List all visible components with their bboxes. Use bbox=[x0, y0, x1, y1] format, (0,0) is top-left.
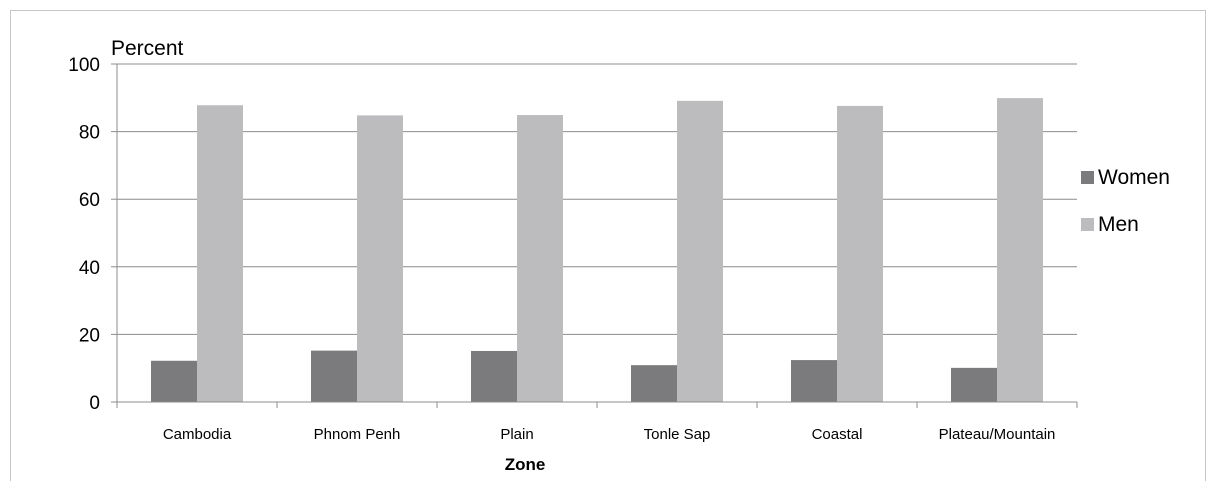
y-tick-label: 40 bbox=[79, 258, 100, 279]
x-axis-label: Zone bbox=[505, 455, 546, 474]
legend-label-men: Men bbox=[1098, 213, 1139, 236]
axes bbox=[116, 64, 1077, 403]
y-tick-label: 20 bbox=[79, 325, 100, 346]
y-axis-label: Percent bbox=[111, 37, 184, 60]
x-tick-label: Plain bbox=[500, 426, 533, 443]
legend-swatch-men bbox=[1081, 218, 1094, 231]
bar-men-coastal bbox=[837, 105, 883, 403]
bars bbox=[151, 98, 1043, 403]
bar-men-plain bbox=[517, 115, 563, 403]
legend: Women Men bbox=[1081, 166, 1170, 236]
legend-swatch-women bbox=[1081, 171, 1094, 184]
bar-women-tonle-sap bbox=[631, 365, 677, 402]
x-tick-label: Cambodia bbox=[163, 426, 232, 443]
legend-label-women: Women bbox=[1098, 166, 1170, 189]
chart-frame bbox=[10, 10, 1206, 481]
bar-women-phnom-penh bbox=[311, 350, 357, 402]
bar-women-plateau-mountain bbox=[951, 367, 997, 402]
x-tick-label: Plateau/Mountain bbox=[939, 426, 1056, 443]
bar-women-coastal bbox=[791, 360, 837, 402]
x-tick-label: Tonle Sap bbox=[644, 426, 711, 443]
bar-men-cambodia bbox=[197, 105, 243, 403]
bar-men-phnom-penh bbox=[357, 115, 403, 402]
x-tick-label: Phnom Penh bbox=[314, 426, 401, 443]
x-tick-label: Coastal bbox=[812, 426, 863, 443]
y-axis-ticks: 0 20 40 60 80 100 bbox=[68, 55, 117, 414]
bar-women-plain bbox=[471, 350, 517, 402]
y-tick-label: 0 bbox=[89, 393, 100, 414]
y-tick-label: 80 bbox=[79, 123, 100, 144]
bar-men-plateau-mountain bbox=[997, 98, 1043, 402]
gridlines bbox=[117, 63, 1077, 335]
bar-men-tonle-sap bbox=[677, 100, 723, 402]
bar-women-cambodia bbox=[151, 360, 197, 402]
y-tick-label: 100 bbox=[68, 55, 100, 76]
x-axis-ticks: Cambodia Phnom Penh Plain Tonle Sap Coastal P… bbox=[116, 402, 1078, 443]
y-tick-label: 60 bbox=[79, 190, 100, 211]
